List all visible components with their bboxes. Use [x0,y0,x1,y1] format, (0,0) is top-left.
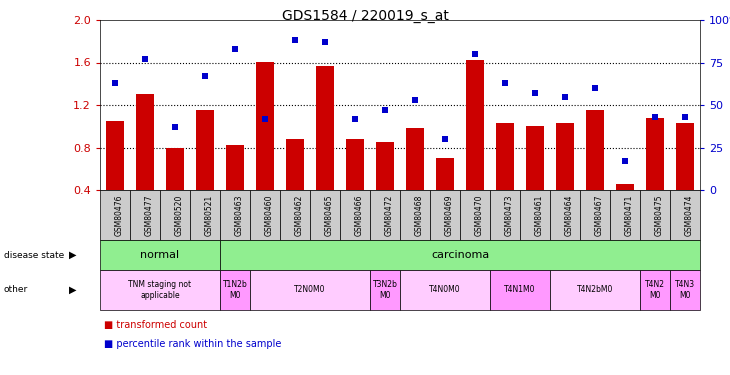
Point [649,114,661,120]
Bar [496,123,514,190]
Bar [406,128,424,190]
Text: GSM80477: GSM80477 [145,194,154,236]
Bar [346,139,364,190]
Text: ■ percentile rank within the sample: ■ percentile rank within the sample [104,339,281,349]
Bar [226,146,244,190]
Text: GSM80471: GSM80471 [625,194,634,236]
Text: GSM80474: GSM80474 [685,194,694,236]
Text: GSM80461: GSM80461 [535,194,544,236]
Text: GSM80472: GSM80472 [385,194,394,236]
Text: T4N0M0: T4N0M0 [429,285,461,294]
Text: disease state: disease state [4,251,64,260]
Text: T1N2b
M0: T1N2b M0 [223,280,247,300]
Bar [616,184,634,190]
Text: GSM80465: GSM80465 [325,194,334,236]
Text: GSM80467: GSM80467 [595,194,604,236]
Text: GSM80476: GSM80476 [115,194,124,236]
Text: GSM80469: GSM80469 [445,194,454,236]
Text: GSM80462: GSM80462 [295,194,304,236]
Text: ■ transformed count: ■ transformed count [104,320,207,330]
Text: GSM80520: GSM80520 [175,194,184,236]
Bar [676,123,694,190]
Text: GSM80463: GSM80463 [235,194,244,236]
Bar [376,142,394,190]
Text: GSM80521: GSM80521 [205,194,214,236]
Text: T4N1M0: T4N1M0 [504,285,536,294]
Point [110,80,121,86]
Bar [106,121,124,190]
Text: T2N0M0: T2N0M0 [294,285,326,294]
Bar [316,66,334,190]
Point [169,124,181,130]
Text: GDS1584 / 220019_s_at: GDS1584 / 220019_s_at [282,9,448,23]
Text: GSM80460: GSM80460 [265,194,274,236]
Text: T4N3
M0: T4N3 M0 [675,280,695,300]
Point [619,158,631,164]
Text: ▶: ▶ [69,285,77,295]
Text: GSM80468: GSM80468 [415,194,424,236]
Text: carcinoma: carcinoma [431,250,489,260]
Bar [556,123,574,190]
Text: GSM80473: GSM80473 [505,194,514,236]
Point [499,80,511,86]
Text: other: other [4,285,28,294]
Text: GSM80464: GSM80464 [565,194,574,236]
Text: TNM staging not
applicable: TNM staging not applicable [128,280,191,300]
Point [409,97,420,103]
Bar [466,60,484,190]
Point [139,56,151,62]
Point [349,116,361,122]
Point [589,85,601,91]
Point [439,136,451,142]
Text: T4N2bM0: T4N2bM0 [577,285,613,294]
Bar [526,126,544,190]
Bar [586,110,604,190]
Point [259,116,271,122]
Bar [256,63,274,190]
Text: ▶: ▶ [69,250,77,260]
Bar [436,158,454,190]
Text: GSM80466: GSM80466 [355,194,364,236]
Point [289,38,301,44]
Point [319,39,331,45]
Text: GSM80470: GSM80470 [475,194,484,236]
Bar [646,118,664,190]
Point [379,107,391,113]
Point [679,114,691,120]
Text: normal: normal [140,250,180,260]
Bar [286,139,304,190]
Text: GSM80475: GSM80475 [655,194,664,236]
Point [559,93,571,99]
Point [199,73,211,79]
Text: T4N2
M0: T4N2 M0 [645,280,665,300]
Bar [196,110,214,190]
Point [229,46,241,52]
Point [469,51,481,57]
Bar [166,147,184,190]
Text: T3N2b
M0: T3N2b M0 [372,280,397,300]
Bar [136,94,154,190]
Point [529,90,541,96]
